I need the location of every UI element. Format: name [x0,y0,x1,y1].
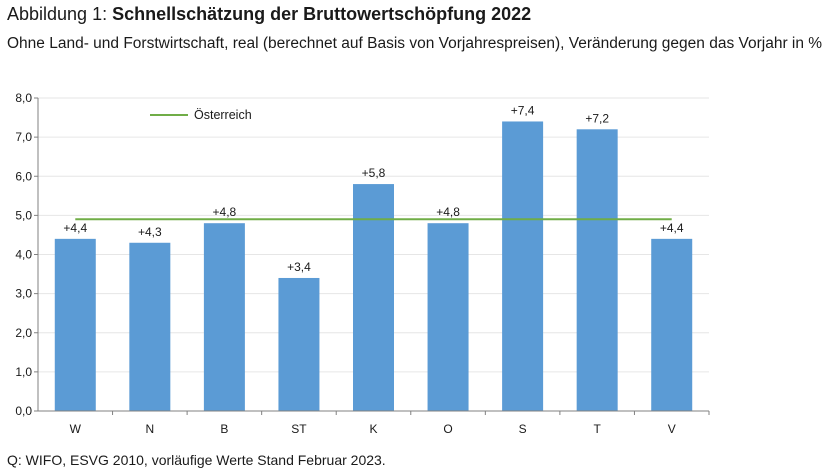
y-tick-label: 3,0 [15,287,32,301]
legend-label: Österreich [194,108,252,122]
y-tick-label: 2,0 [15,326,32,340]
category-label: W [70,422,82,436]
y-tick-label: 0,0 [15,404,32,418]
title-main: Schnellschätzung der Bruttowertschöpfung… [112,4,532,24]
category-label: T [593,422,601,436]
category-label: B [220,422,228,436]
bar [203,223,245,411]
chart-subtitle: Ohne Land- und Forstwirtschaft, real (be… [7,35,823,52]
category-label: O [443,422,452,436]
y-tick-label: 4,0 [15,248,32,262]
data-label: +7,4 [511,103,535,117]
bar [353,184,394,411]
y-tick-label: 7,0 [15,130,32,144]
bar [502,121,544,411]
data-label: +4,4 [660,221,684,235]
bar [427,223,469,411]
category-label: K [369,422,377,436]
bar [54,238,96,411]
data-label: +4,8 [213,205,237,219]
category-label: V [668,422,676,436]
data-label: +4,8 [436,205,460,219]
bar [576,129,618,412]
y-tick-label: 5,0 [15,208,32,222]
category-label: ST [291,422,307,436]
category-label: N [145,422,154,436]
data-label: +7,2 [585,111,609,125]
y-tick-label: 1,0 [15,365,32,379]
data-label: +3,4 [287,260,311,274]
source-note: Q: WIFO, ESVG 2010, vorläufige Werte Sta… [7,452,386,468]
y-tick-label: 8,0 [15,91,32,105]
y-tick-label: 6,0 [15,169,32,183]
bar [651,238,693,411]
category-label: S [519,422,527,436]
data-label: +4,4 [63,221,87,235]
chart-title: Abbildung 1: Schnellschätzung der Brutto… [7,4,531,25]
data-label: +4,3 [138,225,162,239]
bar [278,277,320,411]
title-prefix: Abbildung 1: [7,4,113,24]
bar [129,242,171,411]
data-label: +5,8 [362,166,386,180]
